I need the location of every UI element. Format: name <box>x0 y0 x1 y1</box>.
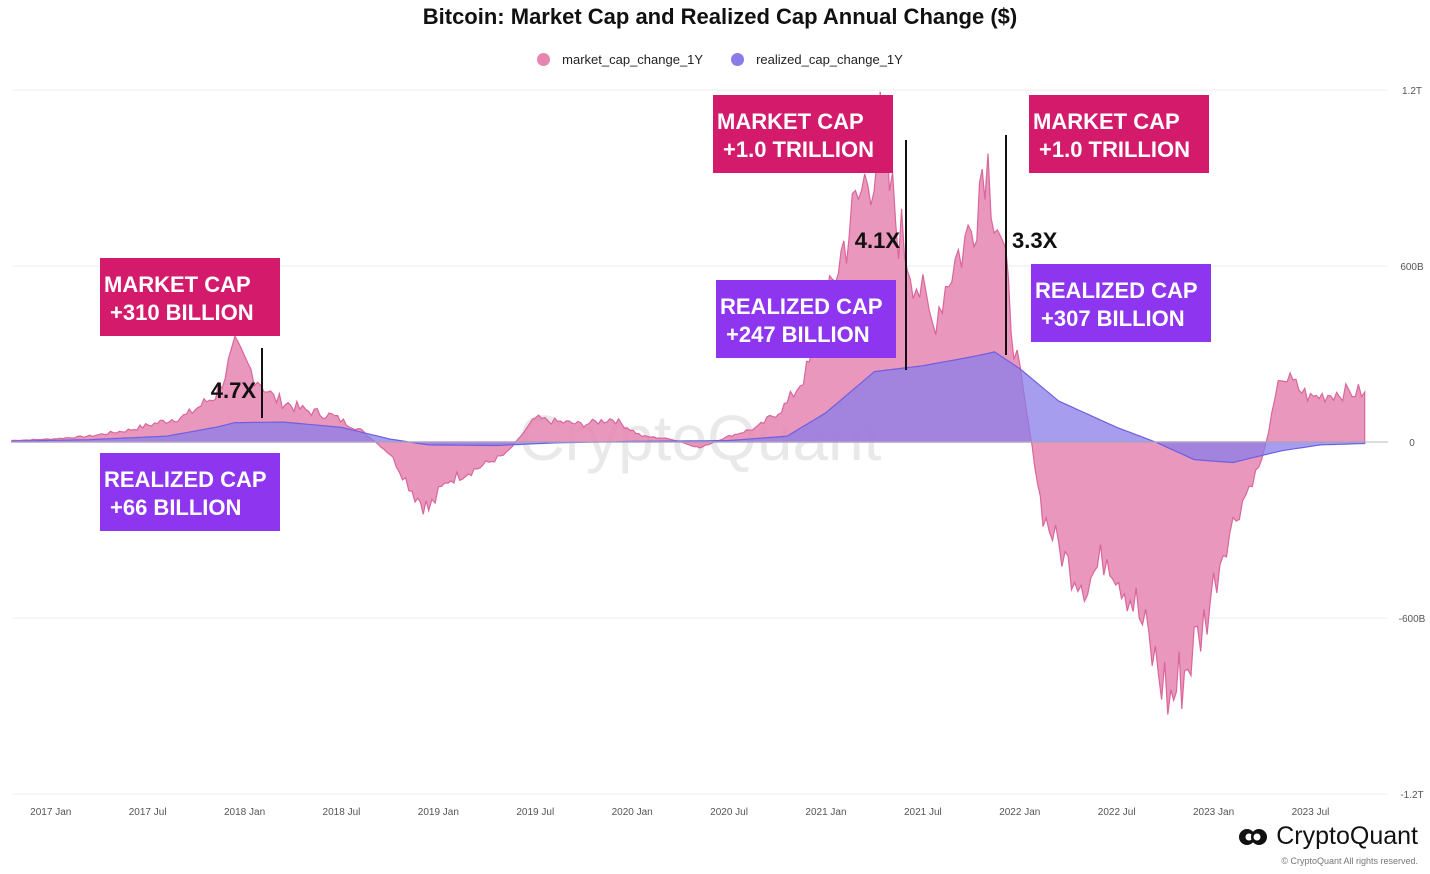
y-tick-label: 600B <box>1400 262 1424 273</box>
annotation-box-rc-2021a <box>716 280 896 358</box>
annotation-text: +66 BILLION <box>110 495 241 520</box>
legend-label-market-cap: market_cap_change_1Y <box>562 52 704 67</box>
x-tick-label: 2021 Jul <box>904 807 942 818</box>
legend-dot-realized-cap <box>731 53 745 66</box>
x-tick-label: 2019 Jul <box>516 807 554 818</box>
x-tick-label: 2017 Jul <box>129 807 167 818</box>
legend-item-market-cap[interactable]: market_cap_change_1Y <box>537 52 703 67</box>
y-tick-label: -600B <box>1399 614 1426 625</box>
annotation-box-mc-2021b <box>1029 95 1209 173</box>
x-tick-label: 2022 Jul <box>1098 807 1136 818</box>
chart-title: Bitcoin: Market Cap and Realized Cap Ann… <box>422 4 1018 29</box>
x-tick-label: 2022 Jan <box>999 807 1040 818</box>
annotation-text: +310 BILLION <box>110 300 254 325</box>
cryptoquant-logo-icon <box>1238 826 1268 848</box>
copyright: © CryptoQuant All rights reserved. <box>1281 856 1418 866</box>
multiplier-label: 4.7X <box>211 378 257 403</box>
x-tick-label: 2020 Jan <box>612 807 653 818</box>
x-tick-label: 2023 Jan <box>1193 807 1234 818</box>
annotation-text: REALIZED CAP <box>720 294 883 319</box>
multiplier-label: 3.3X <box>1012 228 1058 253</box>
y-tick-label: 1.2T <box>1402 86 1422 97</box>
annotation-text: +247 BILLION <box>726 322 870 347</box>
axes: 1.2T 600B 0 -600B -1.2T 2017 Jan 2017 Jul 2018 … <box>12 86 1426 818</box>
annotation-box-rc-2017 <box>100 453 280 531</box>
multiplier-label: 4.1X <box>855 228 901 253</box>
annotation-box-mc-2021a <box>713 95 893 173</box>
brand-name: CryptoQuant <box>1276 822 1418 850</box>
annotations: MARKET CAP +310 BILLION REALIZED CAP +66 BI… <box>100 95 1211 531</box>
x-tick-label: 2018 Jul <box>323 807 361 818</box>
x-tick-label: 2017 Jan <box>30 807 71 818</box>
annotation-text: +1.0 TRILLION <box>723 137 874 162</box>
annotation-text: MARKET CAP <box>717 109 864 134</box>
x-tick-label: 2019 Jan <box>418 807 459 818</box>
y-tick-label: -1.2T <box>1400 790 1423 801</box>
annotation-text: +307 BILLION <box>1041 306 1185 331</box>
series-area-realized_cap_change_1Y <box>11 351 1366 464</box>
annotation-text: MARKET CAP <box>104 272 251 297</box>
legend-item-realized-cap[interactable]: realized_cap_change_1Y <box>731 52 903 67</box>
x-tick-label: 2020 Jul <box>710 807 748 818</box>
annotation-box-mc-2017 <box>100 258 280 336</box>
annotation-text: REALIZED CAP <box>1035 278 1198 303</box>
legend: market_cap_change_1Y realized_cap_change… <box>0 52 1430 67</box>
annotation-text: REALIZED CAP <box>104 467 267 492</box>
x-tick-label: 2021 Jan <box>805 807 846 818</box>
x-tick-label: 2018 Jan <box>224 807 265 818</box>
annotation-text: MARKET CAP <box>1033 109 1180 134</box>
brand: CryptoQuant <box>1238 822 1418 851</box>
legend-dot-market-cap <box>537 53 551 66</box>
series-layer <box>11 91 1366 715</box>
annotation-box-rc-2021b <box>1031 264 1211 342</box>
legend-label-realized-cap: realized_cap_change_1Y <box>756 52 903 67</box>
annotation-text: +1.0 TRILLION <box>1039 137 1190 162</box>
x-tick-label: 2023 Jul <box>1292 807 1330 818</box>
y-tick-label: 0 <box>1409 438 1415 449</box>
